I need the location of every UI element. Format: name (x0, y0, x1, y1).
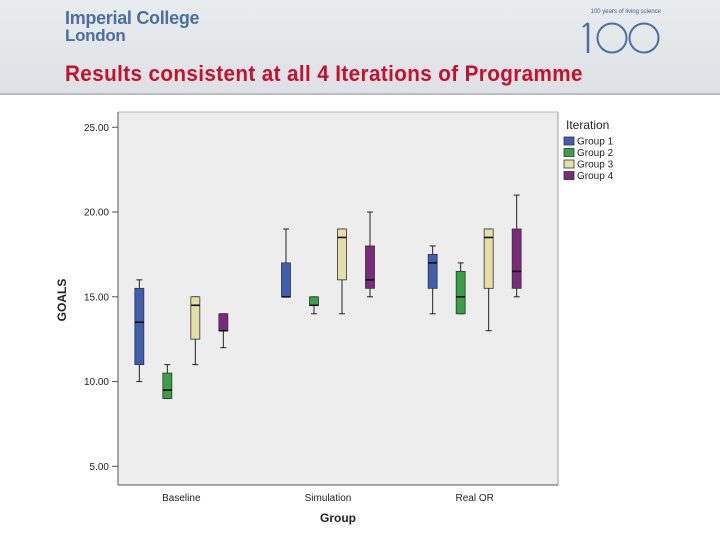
legend-label: Group 1 (577, 137, 614, 148)
iqr-box (427, 254, 438, 289)
iqr-box (309, 296, 319, 306)
box-group-4 (511, 194, 522, 298)
slide-title: Results consistent at all 4 Iterations o… (65, 61, 583, 86)
x-category-label: Simulation (305, 493, 352, 504)
iqr-box (190, 296, 201, 340)
y-tick-label: 25.00 (84, 123, 109, 134)
iqr-box (511, 228, 522, 289)
legend-swatch (563, 159, 575, 169)
x-category-label: Real OR (455, 493, 493, 504)
slide-header: Imperial College London 100 years of liv… (0, 0, 720, 95)
box-group-3 (190, 296, 201, 366)
box-group-2 (162, 364, 173, 400)
logo-text-imperial-college: Imperial College (65, 8, 200, 28)
iqr-box (281, 262, 291, 298)
iqr-box (162, 372, 173, 399)
legend-label: Group 2 (577, 148, 614, 159)
iqr-box (365, 245, 375, 289)
x-category-label: Baseline (162, 493, 201, 504)
x-axis-title: Group (320, 511, 356, 525)
box-group-4 (218, 313, 229, 349)
box-series (134, 194, 522, 400)
y-tick-label: 15.00 (84, 292, 109, 303)
logo-text-london: London (65, 26, 126, 45)
centenary-tagline: 100 years of living science (590, 9, 661, 15)
iqr-box (218, 313, 229, 332)
iqr-box (455, 270, 466, 315)
box-group-1 (427, 245, 438, 315)
x-axis-categories: Baseline Simulation Real OR (162, 493, 494, 504)
y-axis-ticks: 5.00 10.00 15.00 20.00 25.00 (84, 123, 118, 473)
legend-label: Group 3 (577, 160, 614, 171)
plot-background (118, 112, 558, 485)
box-group-3 (483, 228, 494, 332)
y-axis-title: GOALS (55, 279, 69, 322)
iqr-box (134, 287, 145, 366)
box-group-2 (455, 262, 466, 315)
box-group-3 (337, 228, 347, 315)
legend-title: Iteration (566, 118, 609, 132)
box-group-4 (365, 211, 375, 298)
box-group-1 (134, 279, 145, 383)
y-tick-label: 20.00 (84, 208, 109, 219)
legend-swatch (563, 171, 575, 180)
legend-label: Group 4 (577, 171, 614, 182)
y-tick-label: 10.00 (84, 377, 109, 388)
y-tick-label: 5.00 (90, 462, 110, 473)
box-group-1 (281, 228, 291, 298)
iqr-box (337, 228, 347, 281)
iqr-box (483, 228, 494, 289)
centenary-logo-icon (582, 22, 660, 54)
boxplot-chart: 5.00 10.00 15.00 20.00 25.00 Baseline Simulat… (55, 111, 614, 525)
box-group-2 (309, 296, 319, 315)
legend-swatch (563, 148, 575, 157)
legend-swatch (563, 136, 575, 146)
